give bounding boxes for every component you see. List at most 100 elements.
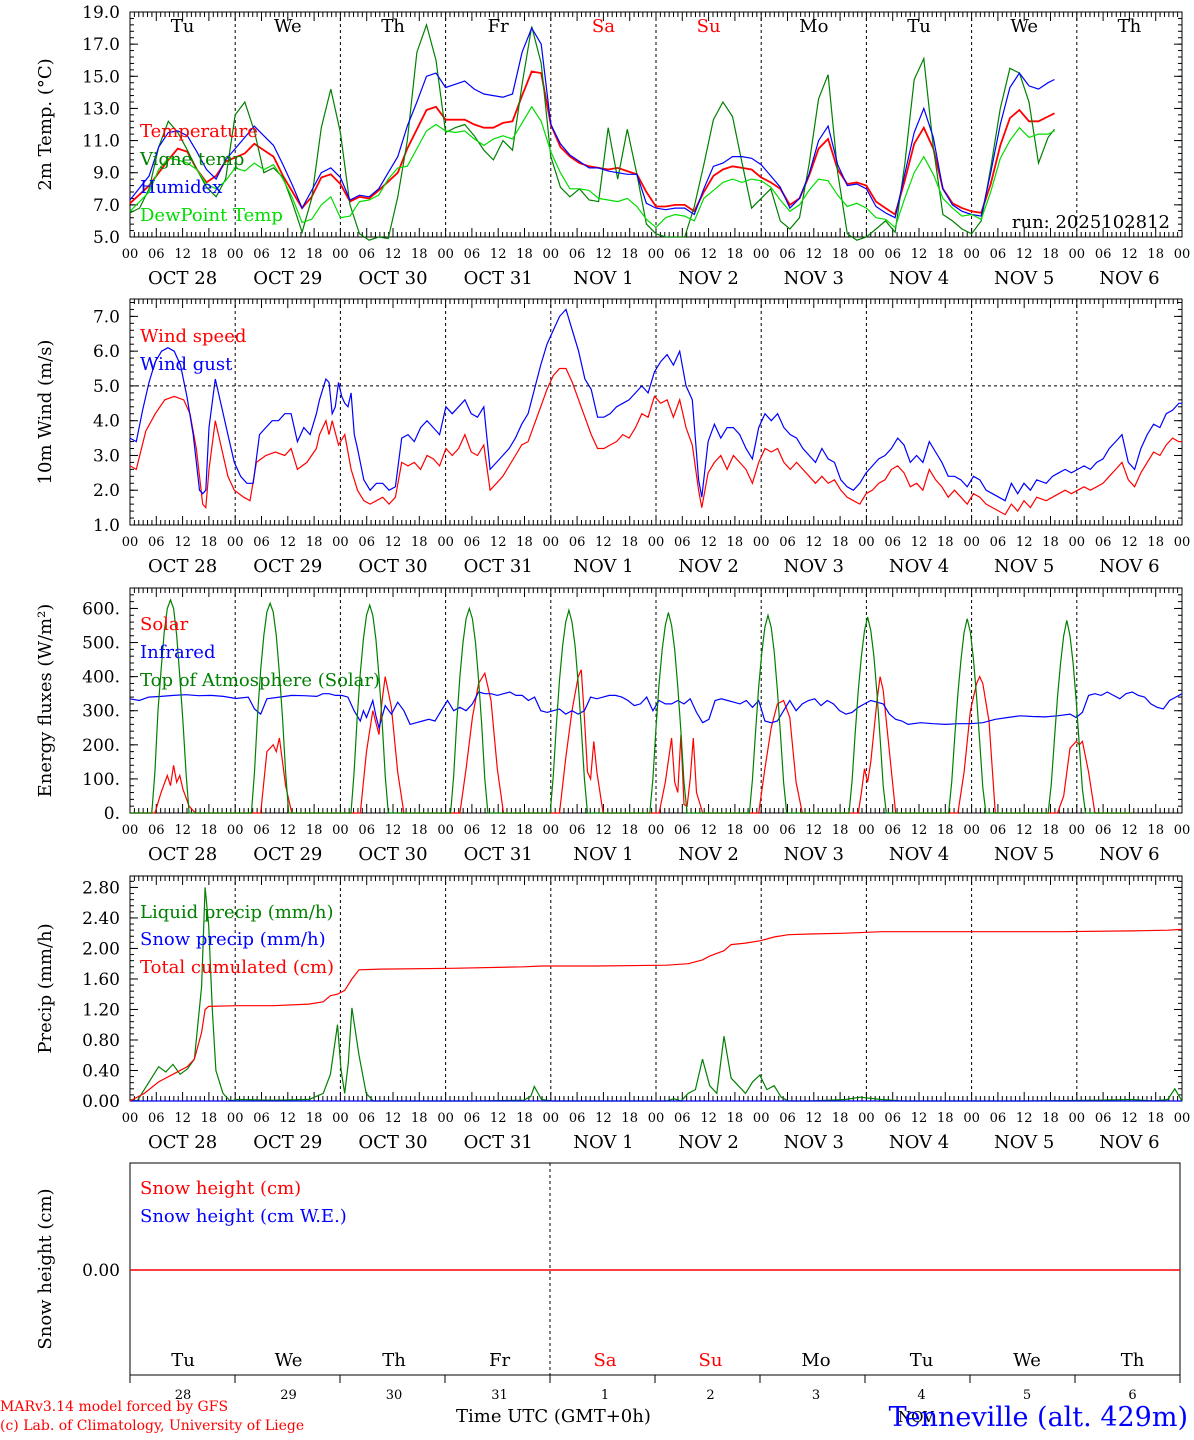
hour-label: 00 [753,247,770,262]
legend-dewpoint-temp: DewPoint Temp [140,205,283,226]
hour-label: 12 [1016,535,1033,550]
hour-label: 06 [569,823,586,838]
hour-label: 00 [227,247,244,262]
y-tick-label: 300. [82,702,120,722]
date-label: OCT 28 [148,1132,217,1153]
date-label: NOV 5 [994,1132,1054,1153]
hour-label: 12 [700,1111,717,1126]
date-label: OCT 28 [148,556,217,577]
hour-label: 00 [963,1111,980,1126]
series-temperature [129,70,1055,216]
legend-infrared: Infrared [140,642,215,663]
hour-label: 12 [806,1111,823,1126]
hour-label: 12 [806,535,823,550]
hour-label: 00 [437,1111,454,1126]
date-label: NOV 5 [994,556,1054,577]
date-label: OCT 30 [358,268,427,289]
date-label: OCT 29 [253,844,322,865]
hour-label: 00 [858,1111,875,1126]
hour-label: 12 [1121,1111,1138,1126]
credit-line-1: MARv3.14 model forced by GFS [0,1399,229,1415]
y-tick-label: 2.0 [93,481,120,501]
legend-vigne-temp: Vigne temp [139,149,244,170]
hour-label: 06 [464,823,481,838]
hour-label: 18 [832,247,849,262]
date-label: NOV 5 [994,268,1054,289]
legend-snow-height-cm-w-e-: Snow height (cm W.E.) [140,1206,347,1227]
y-tick-label: 5.0 [93,228,120,248]
series-humidex [129,26,1055,219]
hour-label: 12 [806,247,823,262]
hour-label: 00 [122,1111,139,1126]
weekday-label: Fr [489,1350,510,1371]
series-top-of-atmosphere-solar- [130,598,1133,814]
hour-label: 12 [911,247,928,262]
station-name: Tenneville (alt. 429m) [888,1402,1188,1433]
hour-label: 06 [569,1111,586,1126]
day-number: 4 [917,1388,925,1403]
panel-frame [129,11,1183,238]
hour-label: 12 [911,1111,928,1126]
hour-label: 18 [621,535,638,550]
date-label: OCT 30 [358,1132,427,1153]
y-tick-label: 15.0 [82,67,120,87]
hour-label: 18 [411,535,428,550]
y-tick-label: 9.0 [93,164,120,184]
hour-label: 06 [464,247,481,262]
series-dewpoint-temp [129,105,1055,229]
hour-label: 00 [648,823,665,838]
hour-label: 06 [358,535,375,550]
weekday-label: Su [697,16,721,37]
weekday-label: Su [699,1350,723,1371]
day-number: 6 [1128,1388,1136,1403]
date-label: OCT 28 [148,268,217,289]
time-axis-label: Time UTC (GMT+0h) [456,1406,651,1427]
hour-label: 18 [411,1111,428,1126]
hour-label: 06 [674,823,691,838]
date-label: NOV 2 [678,268,738,289]
weekday-label: We [1013,1350,1041,1371]
y-axis-label: 2m Temp. (°C) [35,58,56,190]
hour-label: 18 [516,535,533,550]
hour-label: 00 [122,535,139,550]
y-tick-label: 7.0 [93,307,120,327]
date-label: OCT 29 [253,556,322,577]
panel-3: Energy fluxes (W/m²) 0. 100. 200. 300. 400. 50… [35,587,1190,865]
hour-label: 12 [1016,823,1033,838]
hour-label: 00 [122,247,139,262]
hour-label: 00 [227,1111,244,1126]
y-tick-label: 13.0 [82,99,120,119]
hour-label: 12 [385,535,402,550]
hour-label: 18 [937,247,954,262]
date-label: OCT 28 [148,844,217,865]
hour-label: 00 [753,535,770,550]
hour-label: 00 [1174,1111,1191,1126]
y-tick-label: 11.0 [82,132,120,152]
weekday-label: Tu [171,1350,195,1371]
hour-label: 06 [884,535,901,550]
hour-label: 00 [753,823,770,838]
hour-label: 06 [779,535,796,550]
hour-label: 00 [648,247,665,262]
panel-frame [129,587,1183,814]
hour-label: 12 [385,247,402,262]
y-tick-label: 0.40 [82,1061,120,1081]
hour-label: 18 [727,247,744,262]
y-tick-label: 4.0 [93,412,120,432]
y-tick-label: 2.00 [82,939,120,959]
run-label: run: 2025102812 [1012,212,1170,233]
weekday-label: Mo [799,16,828,37]
hour-label: 00 [753,1111,770,1126]
date-label: OCT 30 [358,556,427,577]
date-label: OCT 31 [464,844,533,865]
hour-label: 12 [280,535,297,550]
hour-label: 18 [832,1111,849,1126]
hour-label: 06 [464,535,481,550]
hour-label: 18 [1042,1111,1059,1126]
panel-4: Precip (mm/h) 0.00 0.40 0.80 1.20 1.60 2.00 2.4… [35,875,1191,1153]
hour-label: 18 [516,823,533,838]
y-tick-label: 3.0 [93,446,120,466]
hour-label: 06 [884,1111,901,1126]
day-number: 31 [491,1388,508,1403]
hour-label: 00 [1174,247,1191,262]
